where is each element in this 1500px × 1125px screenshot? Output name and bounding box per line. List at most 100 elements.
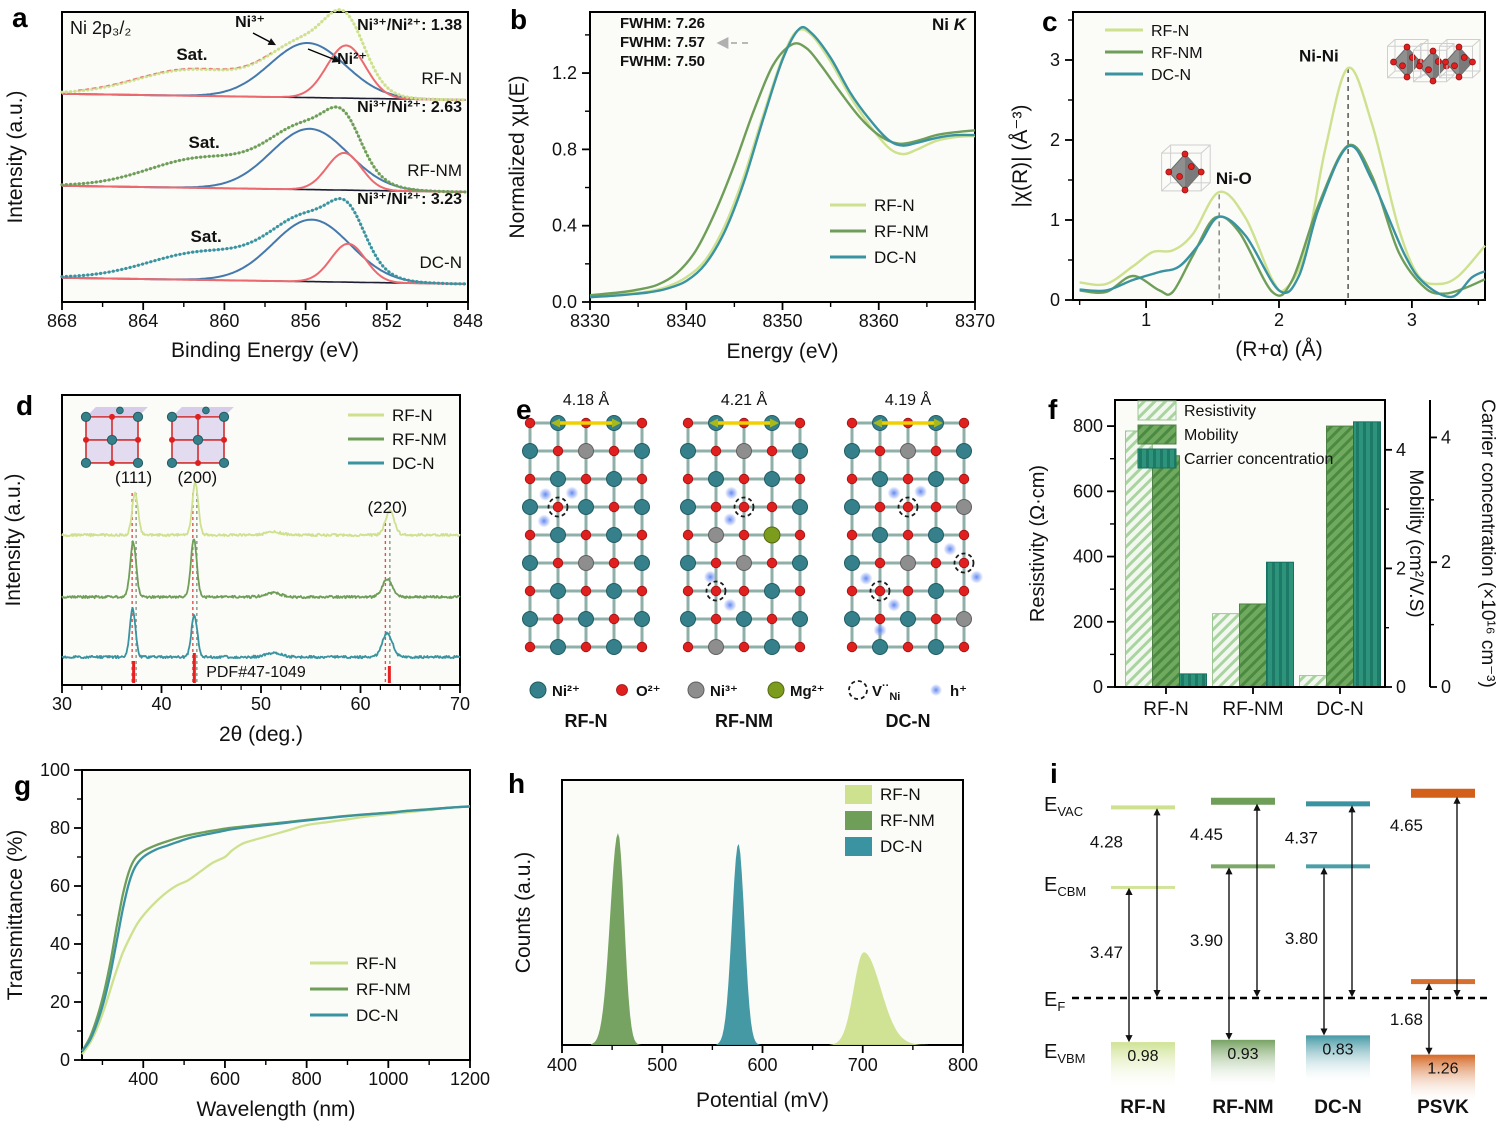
svg-text:800: 800 <box>1073 416 1103 436</box>
g-legend-label: RF-NM <box>356 980 411 999</box>
h-x-axis-label: Potential (mV) <box>696 1089 829 1112</box>
svg-text:8330: 8330 <box>570 311 610 331</box>
svg-text:40: 40 <box>50 934 70 954</box>
panel-c: 1 2 3 0 1 2 3 (R+α) (Å) |χ(R)| (Å⁻³) Ni-O Ni-Ni RF-… <box>1005 0 1500 375</box>
svg-text:2: 2 <box>1441 552 1451 572</box>
e-legend-label: h⁺ <box>950 683 967 700</box>
f-legend-label: Carrier concentration <box>1184 451 1333 468</box>
panel-letter-g: g <box>14 770 32 801</box>
svg-text:8370: 8370 <box>955 311 995 331</box>
svg-text:3: 3 <box>1050 50 1060 70</box>
panel-a: 868 864 860 856 852 848 Binding Energy (eV) Int… <box>0 0 500 375</box>
panel-letter-i: i <box>1050 758 1058 789</box>
svg-text:0.0: 0.0 <box>552 292 577 312</box>
h-y-axis-label: Counts (a.u.) <box>512 852 535 973</box>
svg-text:100: 100 <box>40 760 70 780</box>
svg-text:860: 860 <box>209 311 239 331</box>
panel-e-chart: 4.18 Å RF-N 4.21 Å RF-NM 4.19 Å DC-N Ni²⁺ O²⁺ Ni… <box>522 390 984 731</box>
i-ecbm-bar-RF-NM <box>1211 864 1275 869</box>
svg-text:2: 2 <box>1050 130 1060 150</box>
e-legend-label: Ni³⁺ <box>710 683 738 700</box>
i-evbm-box-DC-N <box>1306 1035 1370 1082</box>
svg-text:852: 852 <box>372 311 402 331</box>
panel-letter-c: c <box>1042 6 1058 37</box>
f-category-label: DC-N <box>1316 699 1364 720</box>
h-legend-label: RF-N <box>880 785 921 804</box>
i-ecbm-bar-RF-N <box>1111 885 1175 889</box>
panel-c-chart: 1 2 3 0 1 2 3 (R+α) (Å) |χ(R)| (Å⁻³) Ni-O Ni-Ni RF-… <box>1009 11 1486 361</box>
a-y-axis-label: Intensity (a.u.) <box>4 90 27 223</box>
panel-d-chart: 30 40 50 60 70 2θ (deg.) Intensity (a.u.) PDF#4… <box>2 394 470 746</box>
panel-letter-b: b <box>510 4 528 35</box>
c-peak-label: Ni-Ni <box>1299 47 1339 66</box>
e-spacing-label: 4.18 Å <box>563 390 610 409</box>
lattice-DC-N <box>844 415 984 655</box>
e-spacing-label: 4.19 Å <box>885 390 932 409</box>
svg-text:2: 2 <box>1274 310 1284 330</box>
svg-text:2: 2 <box>1396 558 1406 578</box>
f-bar-carrier-concentration-DC-N <box>1353 421 1381 688</box>
f-category-label: RF-N <box>1143 699 1188 720</box>
panel-letter-h: h <box>508 768 526 799</box>
i-vbm-value: 0.98 <box>1127 1048 1158 1065</box>
i-ecbm-bar-PSVK <box>1411 979 1475 985</box>
f-legend-label: Mobility <box>1184 427 1238 444</box>
e-lattice-name: RF-NM <box>715 711 773 731</box>
svg-text:868: 868 <box>47 311 77 331</box>
svg-text:0: 0 <box>1093 677 1103 697</box>
g-y-axis-label: Transmittance (%) <box>4 830 27 1001</box>
e-legend-label: Ni²⁺ <box>552 683 580 700</box>
f-carrier-axis-label: Carrier concentration (×10¹⁶ cm⁻³) <box>1477 399 1498 688</box>
f-mobility-axis-label: Mobility (cm²/V.S) <box>1405 469 1426 617</box>
h-legend-label: DC-N <box>880 837 923 856</box>
i-ecbm-bar-DC-N <box>1306 864 1370 869</box>
f-bar-resistivity-RF-N <box>1125 430 1153 688</box>
c-y-axis-label: |χ(R)| (Å⁻³) <box>1009 105 1032 208</box>
c-peak-label: Ni-O <box>1216 169 1252 188</box>
f-bar-carrier-concentration-RF-N <box>1179 673 1207 688</box>
panel-e: 4.18 Å RF-N 4.21 Å RF-NM 4.19 Å DC-N Ni²⁺ O²⁺ Ni… <box>500 375 1020 755</box>
svg-text:600: 600 <box>210 1069 240 1089</box>
panel-h-chart: 400 500 600 700 800 Potential (mV) Counts (a.u… <box>512 779 978 1112</box>
panel-b: 8330 8340 8350 8360 8370 0.0 0.4 0.8 1.2 Energy (… <box>500 0 1005 375</box>
svg-text:30: 30 <box>52 694 72 714</box>
d-y-axis-label: Intensity (a.u.) <box>2 473 25 606</box>
a-sat-label: Sat. <box>191 227 222 246</box>
a-x-axis-label: Binding Energy (eV) <box>171 339 359 362</box>
e-lattice-name: DC-N <box>886 711 931 731</box>
i-gap-value: 3.47 <box>1090 943 1123 962</box>
panel-i-chart: 4.28 3.47 0.98 RF-N 4.45 3.90 0.93 RF-NM 4.37 3.8… <box>1044 788 1490 1118</box>
panel-letter-e: e <box>516 394 532 425</box>
i-evac-bar-RF-N <box>1111 805 1175 810</box>
i-gap-value: 3.90 <box>1190 931 1223 950</box>
svg-text:0.8: 0.8 <box>552 139 577 159</box>
panel-f-chart: 0 200 400 600 800 0 2 4 0 2 4 RF-N RF-NM DC-N Resistiv… <box>1027 399 1498 720</box>
d-legend-label: RF-N <box>392 406 433 425</box>
b-legend-label: RF-NM <box>874 222 929 241</box>
e-legend-label-vni: V··Ni <box>872 680 900 703</box>
i-column-name: RF-NM <box>1212 1097 1273 1118</box>
i-level-label: EF <box>1044 989 1065 1014</box>
i-vbm-value: 1.26 <box>1427 1061 1458 1078</box>
lattice-RF-NM <box>680 415 808 655</box>
i-workfunction-value: 4.45 <box>1190 825 1223 844</box>
d-peak-label: (111) <box>115 468 152 487</box>
i-gap-value: 3.80 <box>1285 929 1318 948</box>
i-evbm-box-RF-NM <box>1211 1039 1275 1086</box>
c-legend-label: DC-N <box>1151 67 1191 84</box>
i-level-label: EVBM <box>1044 1041 1086 1066</box>
svg-text:1: 1 <box>1141 310 1151 330</box>
lattice-RF-N <box>522 415 650 655</box>
b-x-axis-label: Energy (eV) <box>726 340 838 363</box>
i-workfunction-value: 4.37 <box>1285 828 1318 847</box>
f-category-label: RF-NM <box>1222 699 1283 720</box>
a-trace-name: RF-NM <box>407 161 462 180</box>
a-ratio-label: Ni³⁺/Ni²⁺: 3.23 <box>357 191 462 208</box>
a-trace-name: DC-N <box>420 253 463 272</box>
f-left-axis-label: Resistivity (Ω·cm) <box>1027 465 1049 622</box>
i-level-label: ECBM <box>1044 874 1086 899</box>
e-spacing-label: 4.21 Å <box>721 390 768 409</box>
i-workfunction-value: 4.28 <box>1090 832 1123 851</box>
d-peak-label: (220) <box>368 498 408 517</box>
